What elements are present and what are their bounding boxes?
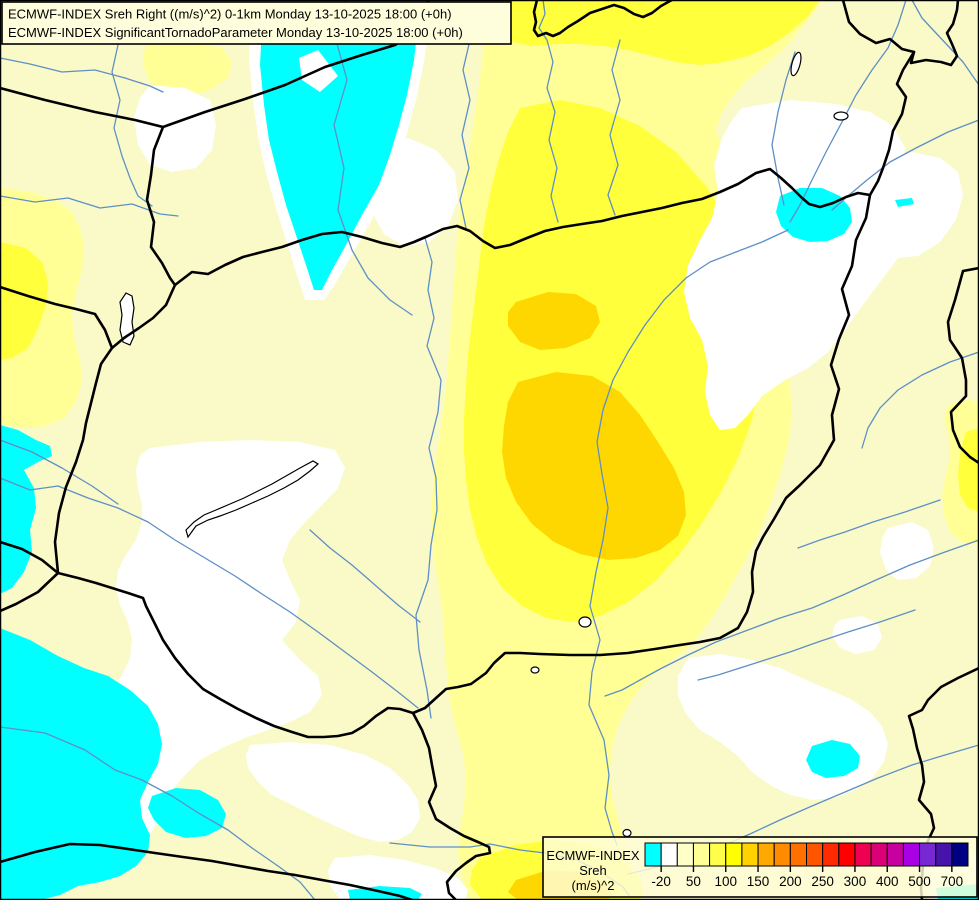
legend-color-cell [935,842,953,867]
legend-tick-label: 250 [811,874,834,889]
title-bar: ECMWF-INDEX Sreh Right ((m/s)^2) 0-1km M… [1,1,512,45]
legend-tick-label: 300 [844,874,867,889]
title-line-1: ECMWF-INDEX Sreh Right ((m/s)^2) 0-1km M… [8,7,452,22]
legend-tick-label: 400 [876,874,899,889]
legend-color-cell [644,842,662,867]
legend-tick-marks [660,866,953,872]
legend-color-cell [822,842,840,867]
legend-color-cell [870,842,888,867]
legend-tick-label: 200 [779,874,802,889]
legend-color-cell [757,842,775,867]
legend-tick-label: 700 [941,874,964,889]
title-box [1,1,512,45]
legend-units: (m/s)^2 [572,878,615,893]
legend-tick-labels: -20 50 100 150 200 250 300 400 500 700 [651,874,963,889]
legend: ECMWF-INDEX Sreh (m/s)^2 -20 50 100 150 200 2… [542,836,978,898]
legend-tick-label: -20 [651,874,671,889]
legend-color-cell [773,842,791,867]
legend-color-cell [919,842,937,867]
contour-cyan-regions [0,25,979,900]
legend-color-scale [644,842,969,867]
legend-tick-label: 50 [686,874,701,889]
legend-color-cell [886,842,904,867]
legend-color-cell [725,842,743,867]
legend-color-cell [789,842,807,867]
title-line-2: ECMWF-INDEX SignificantTornadoParameter … [8,25,463,40]
legend-color-cell [838,842,856,867]
small-lake [530,666,540,674]
legend-color-cell [902,842,921,867]
legend-color-cell [741,842,759,867]
legend-tick-label: 500 [908,874,931,889]
legend-color-cell [806,842,824,867]
lake-balaton [185,460,320,539]
lake-neusiedl [119,292,135,346]
legend-color-cell [692,842,711,867]
legend-title: ECMWF-INDEX [546,848,639,863]
legend-color-cell [676,842,694,867]
legend-color-cell [709,842,727,867]
legend-color-cell [854,842,872,867]
small-lake [833,111,849,121]
small-lake [578,616,592,628]
legend-color-cell [951,842,969,867]
small-lake [622,828,632,838]
small-lake [790,51,802,77]
lakes [119,51,849,838]
legend-tick-label: 150 [747,874,770,889]
legend-units-name: Sreh [579,863,606,878]
legend-tick-label: 100 [714,874,737,889]
legend-color-cell [660,842,678,867]
